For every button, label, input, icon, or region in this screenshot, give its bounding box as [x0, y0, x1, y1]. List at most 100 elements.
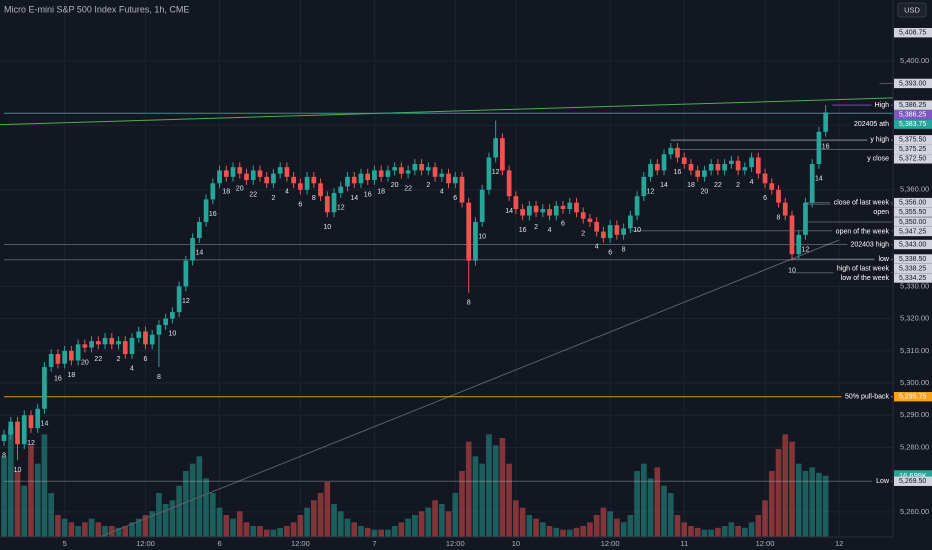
candle-body: [196, 221, 202, 239]
hour-marker: 10: [788, 267, 796, 274]
price-tag-label: 5,383.75: [899, 121, 926, 128]
y-tick-label: 5,360.00: [900, 185, 929, 194]
volume-bar: [681, 522, 688, 537]
hour-marker: 8: [467, 300, 471, 307]
axis-layer: 5,400.005,380.005,360.005,330.005,320.00…: [63, 27, 932, 548]
candle-body: [473, 221, 478, 261]
candle-body: [1, 434, 7, 442]
candle-body: [796, 234, 802, 255]
candle-body: [513, 196, 519, 210]
x-tick-label: 5: [63, 539, 67, 548]
volume-bar: [216, 507, 223, 537]
candle-body: [823, 112, 829, 132]
candle-body: [156, 325, 162, 335]
volume-bar: [580, 526, 587, 537]
volume-bar: [317, 493, 324, 537]
hour-marker: 22: [94, 356, 102, 363]
volume-bar: [189, 463, 196, 537]
volume-bar: [277, 527, 283, 537]
candle-body: [634, 196, 640, 216]
volume-bar: [263, 529, 270, 537]
volume-bar: [183, 471, 189, 537]
candle-body: [42, 366, 47, 409]
candle-body: [15, 421, 20, 445]
x-tick-label: 11: [680, 539, 688, 548]
candle-body: [69, 350, 74, 361]
volume-bar: [257, 526, 263, 537]
candle-body: [580, 212, 586, 219]
candle-body: [446, 173, 451, 184]
price-tag-label: 5,355.50: [899, 209, 926, 216]
candle-body: [331, 192, 337, 213]
candle-body: [776, 189, 781, 203]
candle-body: [345, 176, 350, 187]
volume-bar: [162, 504, 169, 537]
y-tick-label: 5,260.00: [900, 507, 929, 516]
candle-body: [560, 205, 566, 210]
hour-marker: 18: [222, 189, 230, 196]
volume-bar: [41, 434, 48, 537]
volume-bar: [7, 427, 14, 537]
x-tick-label: 12: [835, 539, 843, 548]
volume-bar: [627, 515, 634, 537]
candle-body: [661, 154, 667, 171]
volume-bar: [762, 500, 768, 537]
candle-body: [264, 176, 270, 184]
volume-bar: [95, 522, 102, 537]
candle-body: [466, 202, 472, 261]
price-tag-label: 5,295.75: [899, 394, 926, 401]
volume-bar: [250, 526, 257, 537]
price-tag-label: 5,372.50: [899, 156, 926, 163]
volume-bar: [68, 522, 75, 537]
hour-marker: 6: [561, 221, 565, 228]
price-tag-label: 5,386.25: [899, 112, 926, 119]
candle-body: [122, 341, 128, 355]
price-tag-label: 5,334.25: [899, 275, 926, 282]
x-tick-label: 12:00: [756, 539, 775, 548]
price-tag-label: 5,386.25: [899, 102, 926, 109]
hour-marker: 6: [453, 195, 457, 202]
hour-marker: 20: [701, 189, 709, 196]
price-tag: [894, 27, 932, 38]
volume-bar: [533, 518, 539, 537]
level-label: 50% pull-back: [845, 394, 889, 401]
hour-marker: 6: [298, 201, 302, 208]
candle-body: [688, 163, 694, 171]
volume-bar: [735, 526, 741, 537]
candle-body: [769, 183, 775, 190]
volume-bar: [337, 511, 344, 537]
level-label: high of last week: [837, 265, 890, 272]
volume-bar: [573, 527, 580, 537]
volume-bar: [82, 522, 88, 537]
level-label-bg: [837, 272, 891, 283]
volume-bar: [21, 485, 28, 537]
volume-bar: [358, 526, 364, 537]
candle-body: [540, 209, 546, 213]
price-tag: [894, 254, 932, 264]
hour-marker: 14: [195, 250, 203, 257]
candle-body: [102, 337, 108, 345]
price-tag: [894, 273, 932, 283]
level-label: y high: [870, 137, 889, 144]
volume-bar: [176, 485, 182, 537]
volume-bar: [506, 463, 512, 537]
volume-bar: [499, 438, 506, 537]
hour-marker: 4: [285, 189, 289, 196]
y-tick-label: 5,310.00: [900, 346, 929, 355]
currency-label[interactable]: USD: [904, 5, 920, 14]
volume-bar: [405, 518, 411, 537]
candle-body: [190, 238, 195, 261]
candle-body: [358, 173, 364, 184]
volume-bar: [607, 511, 613, 537]
currency-button[interactable]: [897, 2, 927, 18]
hour-marker: 6: [144, 356, 148, 363]
hour-marker: 12: [647, 189, 655, 196]
volume-bar: [61, 518, 68, 537]
price-tag: [894, 197, 932, 208]
x-tick-label: 10: [512, 539, 520, 548]
hour-marker: 12: [337, 205, 345, 212]
candle-body: [237, 167, 243, 174]
hour-marker: 20: [81, 359, 89, 366]
price-tag: [894, 100, 932, 110]
candle-body: [533, 205, 539, 213]
